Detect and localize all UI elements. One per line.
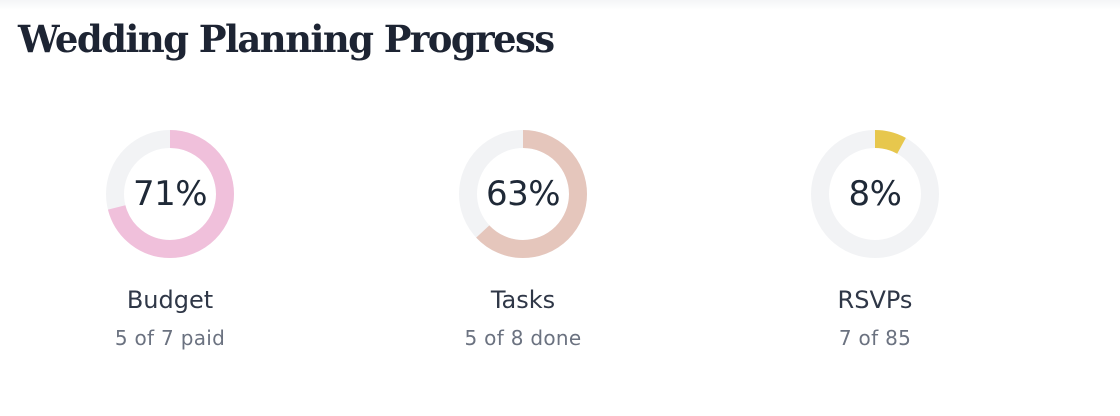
- budget-label: Budget: [126, 286, 214, 314]
- tasks-progress-ring: [459, 130, 587, 258]
- metric-card-tasks: 63% Tasks 5 of 8 done: [393, 128, 653, 368]
- page-title: Wedding Planning Progress: [18, 17, 555, 61]
- tasks-detail: 5 of 8 done: [464, 326, 582, 350]
- tasks-label: Tasks: [490, 286, 556, 314]
- budget-progress-ring: [106, 130, 234, 258]
- metric-card-rsvps: 8% RSVPs 7 of 85: [745, 128, 1005, 368]
- budget-detail: 5 of 7 paid: [114, 326, 226, 350]
- rsvps-progress-ring: [811, 130, 939, 258]
- rsvps-percent: 8%: [848, 174, 902, 214]
- header-bar: [0, 0, 1120, 10]
- budget-ring-arc: [106, 130, 234, 258]
- tasks-ring-arc: [459, 130, 587, 258]
- tasks-percent: 63%: [485, 174, 561, 214]
- budget-percent: 71%: [132, 174, 208, 214]
- metric-card-budget: 71% Budget 5 of 7 paid: [40, 128, 300, 368]
- rsvps-detail: 7 of 85: [838, 326, 912, 350]
- rsvps-ring-arc: [811, 130, 939, 258]
- rsvps-label: RSVPs: [837, 286, 913, 314]
